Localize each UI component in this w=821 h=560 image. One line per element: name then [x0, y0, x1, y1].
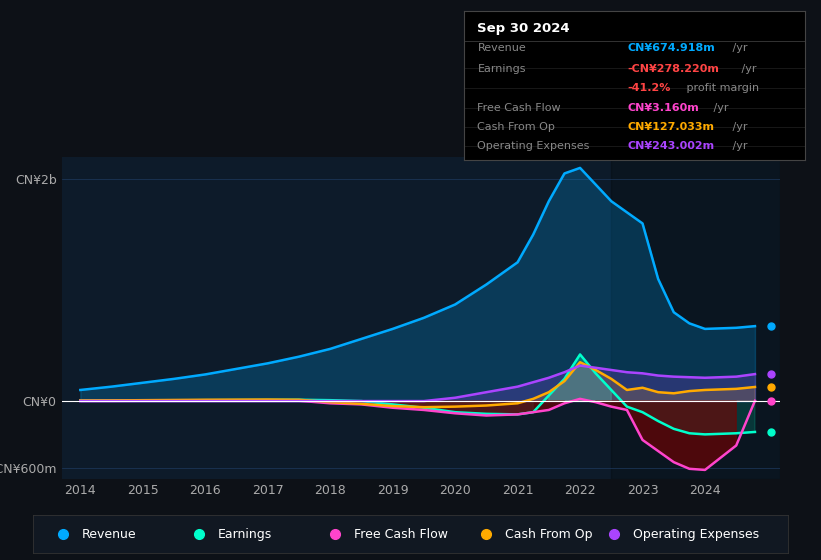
Text: /yr: /yr — [728, 141, 747, 151]
Text: profit margin: profit margin — [682, 83, 759, 94]
Text: Sep 30 2024: Sep 30 2024 — [478, 22, 570, 35]
Text: Earnings: Earnings — [218, 528, 272, 541]
Text: -41.2%: -41.2% — [627, 83, 671, 94]
Text: Operating Expenses: Operating Expenses — [478, 141, 589, 151]
Text: Free Cash Flow: Free Cash Flow — [354, 528, 447, 541]
Text: Revenue: Revenue — [478, 43, 526, 53]
Text: Free Cash Flow: Free Cash Flow — [478, 102, 561, 113]
Text: Cash From Op: Cash From Op — [478, 122, 555, 132]
Text: -CN¥278.220m: -CN¥278.220m — [627, 64, 719, 74]
Text: CN¥674.918m: CN¥674.918m — [627, 43, 715, 53]
Text: Revenue: Revenue — [82, 528, 136, 541]
Text: CN¥127.033m: CN¥127.033m — [627, 122, 714, 132]
Text: /yr: /yr — [738, 64, 756, 74]
Bar — [612, 157, 780, 479]
Text: CN¥243.002m: CN¥243.002m — [627, 141, 714, 151]
Text: Operating Expenses: Operating Expenses — [633, 528, 759, 541]
Text: Earnings: Earnings — [478, 64, 526, 74]
Text: Cash From Op: Cash From Op — [505, 528, 593, 541]
Text: /yr: /yr — [728, 122, 747, 132]
Text: CN¥3.160m: CN¥3.160m — [627, 102, 699, 113]
Text: /yr: /yr — [728, 43, 747, 53]
Text: /yr: /yr — [710, 102, 729, 113]
